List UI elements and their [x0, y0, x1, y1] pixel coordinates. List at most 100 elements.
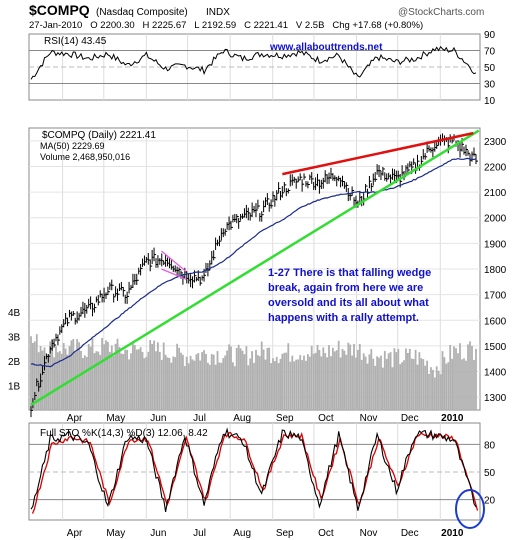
- volume-bar: [55, 346, 57, 410]
- volume-bar: [275, 356, 278, 410]
- volume-bar: [151, 344, 153, 410]
- annotation-line: break, again from here we are: [268, 282, 423, 294]
- volume-bar: [45, 355, 48, 410]
- volume-bar: [32, 343, 34, 410]
- volume-bar: [318, 350, 321, 410]
- volume-bar: [335, 350, 338, 410]
- website-text: www.allabouttrends.net: [269, 42, 383, 53]
- volume-bar: [435, 366, 438, 410]
- watermark: @StockCharts.com: [398, 7, 484, 18]
- volume-bar: [405, 348, 407, 410]
- volume-bar: [41, 350, 44, 410]
- wedge-bottom-line: [161, 268, 187, 280]
- volume-bar: [455, 348, 457, 410]
- volume-bar: [372, 358, 375, 410]
- volume-bar: [289, 361, 292, 410]
- volume-bar: [307, 354, 309, 410]
- volume-bar: [385, 359, 388, 410]
- volume-bar: [74, 351, 77, 410]
- volume-bar: [257, 355, 259, 410]
- month-label: Dec: [401, 413, 419, 424]
- month-label: Jun: [150, 528, 166, 539]
- volume-bar: [297, 359, 300, 410]
- volume-bar: [469, 341, 471, 410]
- volume-bar: [214, 364, 217, 410]
- volume-bar: [374, 365, 377, 410]
- volume-bar: [208, 364, 211, 410]
- volume-bar: [124, 349, 127, 410]
- volume-bar: [233, 366, 236, 410]
- volume-bar: [82, 358, 84, 410]
- volume-bar: [459, 343, 461, 410]
- volume-bar: [420, 358, 423, 410]
- volume-bar: [299, 355, 302, 410]
- price-tick-label: 1300: [484, 393, 507, 404]
- volume-bar: [224, 355, 227, 410]
- volume-bar: [33, 341, 36, 410]
- volume-bar: [295, 359, 298, 410]
- volume-bar: [393, 348, 396, 410]
- annotation-line: happens with a rally attempt.: [268, 312, 419, 324]
- volume-bar: [475, 348, 477, 410]
- volume-bar: [293, 361, 296, 410]
- volume-bar: [358, 344, 361, 410]
- price-tick-label: 1500: [484, 342, 507, 353]
- volume-bar: [355, 357, 357, 410]
- volume-bar: [220, 362, 223, 410]
- volume-tick-label: 4B: [8, 308, 21, 319]
- volume-bar: [147, 351, 150, 410]
- price-tick-label: 2300: [484, 137, 507, 148]
- volume-bar: [387, 353, 390, 410]
- rsi-tick-label: 10: [484, 96, 496, 107]
- volume-bar: [320, 356, 323, 410]
- sto-tick-label: 80: [484, 440, 496, 451]
- volume-bar: [322, 347, 325, 410]
- volume-bar: [403, 360, 405, 410]
- volume-bar: [395, 352, 398, 410]
- volume-bar: [189, 355, 192, 410]
- month-label: 2010: [441, 413, 464, 424]
- chart-exchange: INDX: [206, 7, 230, 18]
- price-tick-label: 2000: [484, 214, 507, 225]
- rsi-line: [30, 45, 477, 80]
- volume-bar: [30, 336, 32, 410]
- volume-bar: [49, 341, 52, 410]
- month-label: Sep: [276, 413, 294, 424]
- volume-bar: [149, 340, 152, 410]
- quote-line: 27-Jan-2010 O 2200.30 H 2225.67 L 2192.5…: [29, 20, 423, 31]
- volume-bar: [62, 343, 65, 410]
- volume-bar: [122, 354, 125, 410]
- volume-bar: [364, 356, 367, 410]
- volume-bar: [430, 367, 432, 410]
- volume-bar: [64, 348, 67, 410]
- volume-bar: [243, 354, 246, 410]
- volume-bar: [232, 362, 234, 410]
- volume-bar: [351, 355, 353, 410]
- volume-bar: [168, 357, 171, 410]
- volume-bar: [85, 356, 88, 410]
- volume-bar: [397, 349, 400, 410]
- volume-bar: [277, 363, 280, 410]
- volume-bar: [133, 345, 136, 410]
- volume-bar: [291, 355, 294, 410]
- volume-bar: [139, 347, 142, 410]
- volume-bar: [155, 351, 157, 410]
- chart-name: (Nasdaq Composite): [96, 7, 188, 18]
- volume-bar: [137, 349, 140, 410]
- volume-bar: [205, 354, 207, 410]
- volume-bar: [35, 334, 38, 410]
- volume-bar: [241, 350, 244, 410]
- sto-tick-label: 20: [484, 496, 496, 507]
- month-label: 2010: [441, 528, 464, 539]
- volume-bar: [272, 358, 274, 410]
- price-tick-label: 1900: [484, 239, 507, 250]
- volume-bar: [60, 353, 63, 410]
- volume-bar: [101, 337, 103, 410]
- volume-bar: [341, 349, 344, 410]
- volume-bar: [160, 359, 163, 410]
- rsi-tick-label: 50: [484, 63, 496, 74]
- volume-bar: [107, 341, 109, 410]
- volume-bar: [376, 356, 378, 410]
- volume-bar: [332, 347, 334, 410]
